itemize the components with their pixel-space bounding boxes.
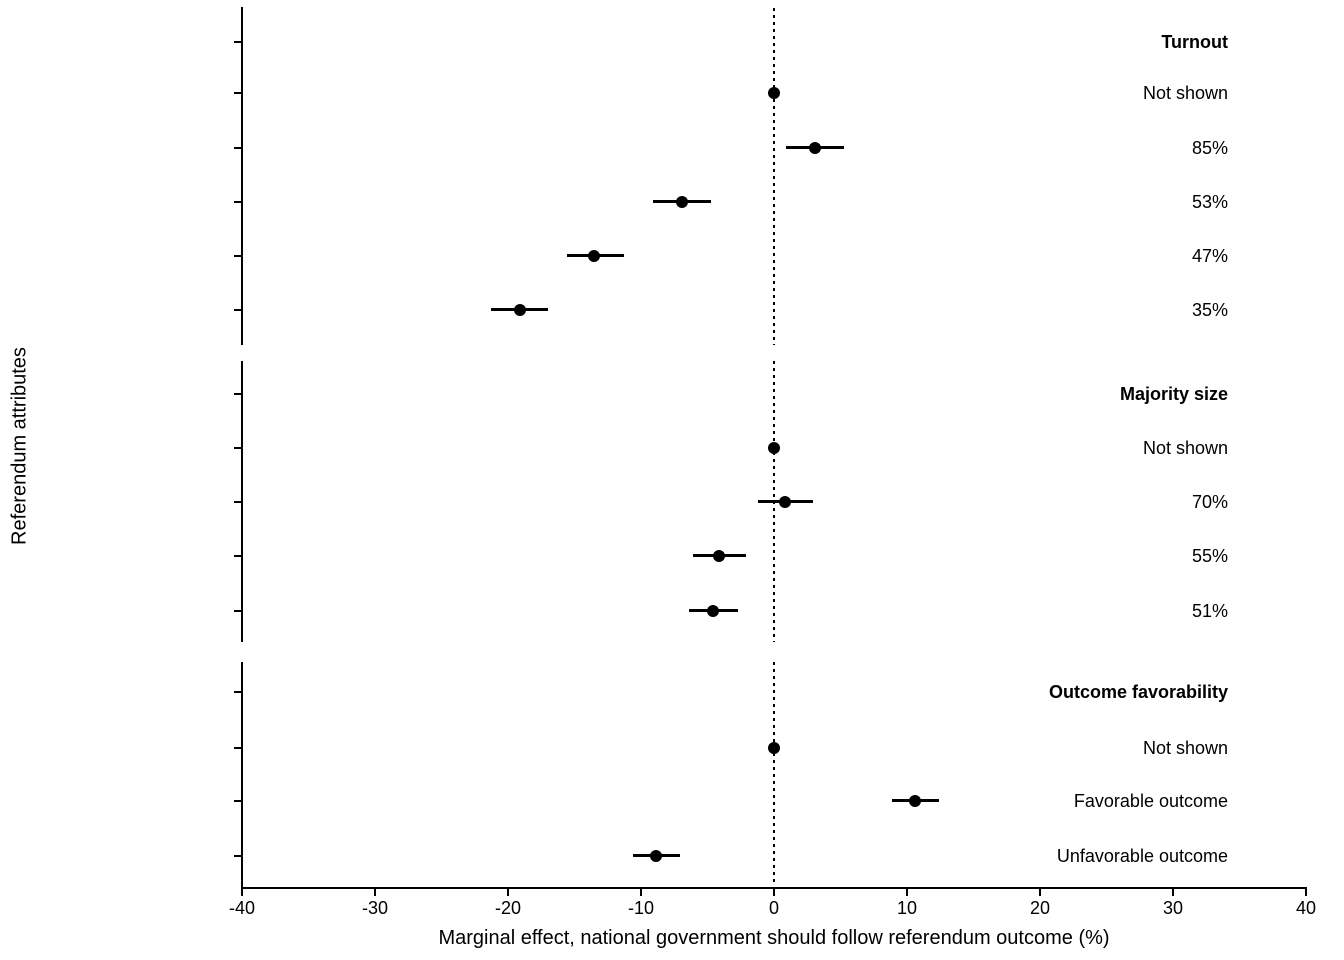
category-label: 55% (1191, 546, 1228, 566)
x-tick (507, 889, 509, 896)
point-marker (588, 250, 601, 262)
category-label: Not shown (1142, 438, 1228, 458)
x-tick (1039, 889, 1041, 896)
y-tick (234, 855, 242, 857)
x-tick-label: -30 (361, 898, 388, 918)
x-tick-label: 0 (768, 898, 779, 918)
x-tick-label: 10 (896, 898, 918, 918)
point-marker (649, 850, 662, 862)
y-tick (234, 555, 242, 557)
x-tick-label: -10 (627, 898, 654, 918)
point-marker (809, 142, 822, 154)
y-tick (234, 447, 242, 449)
x-tick-label: 30 (1162, 898, 1184, 918)
y-axis-segment (241, 662, 243, 889)
x-axis-title: Marginal effect, national government sho… (438, 927, 1110, 949)
category-label: Unfavorable outcome (1056, 846, 1228, 866)
y-axis-segment (241, 7, 243, 345)
x-tick (906, 889, 908, 896)
y-axis-segment (241, 361, 243, 642)
y-tick (234, 610, 242, 612)
point-marker (713, 550, 726, 562)
category-label: 35% (1191, 300, 1228, 320)
x-tick-label: 40 (1295, 898, 1317, 918)
y-tick (234, 747, 242, 749)
zero-reference-line (773, 662, 775, 882)
category-label: 51% (1191, 601, 1228, 621)
category-label: Favorable outcome (1073, 791, 1228, 811)
category-label: 47% (1191, 246, 1228, 266)
y-tick (234, 393, 242, 395)
y-axis-title: Referendum attributes (8, 347, 31, 545)
category-label: Not shown (1142, 738, 1228, 758)
y-tick (234, 255, 242, 257)
point-marker (768, 742, 780, 754)
x-tick (1305, 889, 1307, 896)
x-tick-label: -40 (228, 898, 255, 918)
y-tick (234, 201, 242, 203)
y-tick (234, 309, 242, 311)
y-tick (234, 147, 242, 149)
x-tick (374, 889, 376, 896)
x-tick (1172, 889, 1174, 896)
category-label: 85% (1191, 138, 1228, 158)
y-tick (234, 41, 242, 43)
point-marker (768, 87, 780, 99)
x-tick (241, 889, 243, 896)
point-marker (706, 605, 719, 617)
zero-reference-line (773, 8, 775, 345)
point-marker (778, 496, 791, 508)
category-label: 53% (1191, 192, 1228, 212)
x-axis-line (241, 887, 1307, 889)
point-marker (908, 795, 921, 807)
point-marker (768, 442, 780, 454)
point-marker (676, 196, 689, 208)
x-tick (640, 889, 642, 896)
y-tick (234, 501, 242, 503)
y-tick (234, 691, 242, 693)
x-tick-label: 20 (1029, 898, 1051, 918)
group-header-label: Outcome favorability (1048, 682, 1228, 702)
y-tick (234, 92, 242, 94)
y-tick (234, 800, 242, 802)
point-marker (513, 304, 526, 316)
group-header-label: Turnout (1161, 32, 1228, 52)
category-label: Not shown (1142, 83, 1228, 103)
category-label: 70% (1191, 492, 1228, 512)
group-header-label: Majority size (1119, 384, 1228, 404)
x-tick (773, 889, 775, 896)
x-tick-label: -20 (494, 898, 521, 918)
